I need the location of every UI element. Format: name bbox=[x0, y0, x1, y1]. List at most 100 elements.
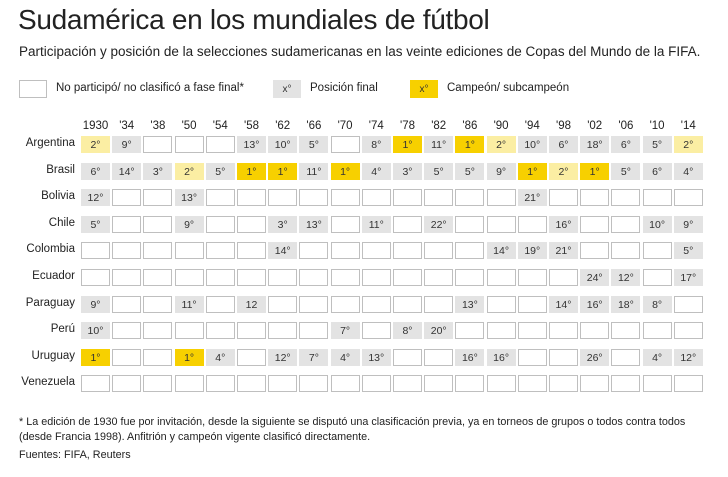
result-cell bbox=[205, 269, 235, 286]
result-cell bbox=[642, 269, 672, 286]
result-cell bbox=[112, 295, 142, 313]
result-cell: 26° bbox=[580, 348, 610, 366]
result-cell: 13° bbox=[361, 348, 391, 366]
result-cell bbox=[642, 322, 672, 340]
result-cell bbox=[455, 322, 485, 340]
result-cell: 6° bbox=[81, 162, 110, 180]
result-cell bbox=[673, 295, 703, 313]
result-cell: 1° bbox=[174, 348, 204, 366]
result-cell: 20° bbox=[424, 322, 454, 340]
result-cell bbox=[268, 295, 298, 313]
result-cell: 18° bbox=[611, 295, 641, 313]
result-cell: 14° bbox=[486, 242, 516, 260]
result-cell: 4° bbox=[673, 162, 703, 180]
legend-swatch-champion: x° bbox=[410, 80, 438, 98]
year-label: '94 bbox=[524, 120, 540, 132]
result-cell bbox=[143, 295, 173, 313]
result-cell: 14° bbox=[549, 295, 578, 313]
result-cell bbox=[611, 348, 641, 366]
result-cell: 2° bbox=[549, 162, 578, 180]
result-cell: 8° bbox=[361, 136, 391, 153]
result-cell bbox=[611, 375, 641, 393]
result-cell bbox=[486, 189, 516, 207]
result-cell: 16° bbox=[549, 215, 578, 233]
result-cell bbox=[143, 348, 173, 366]
result-cell: 9° bbox=[673, 215, 703, 233]
country-label: Bolivia bbox=[41, 190, 75, 203]
result-cell bbox=[330, 295, 360, 313]
result-cell bbox=[549, 375, 578, 393]
result-cell: 10° bbox=[642, 215, 672, 233]
result-cell bbox=[517, 375, 547, 393]
result-cell bbox=[424, 269, 454, 286]
result-cell bbox=[580, 375, 610, 393]
result-cell bbox=[424, 242, 454, 260]
result-cell: 4° bbox=[642, 348, 672, 366]
result-cell bbox=[424, 189, 454, 207]
result-cell: 2° bbox=[673, 136, 703, 153]
result-cell bbox=[205, 322, 235, 340]
year-label: '54 bbox=[212, 120, 228, 132]
result-cell bbox=[455, 215, 485, 233]
year-label: '34 bbox=[119, 120, 135, 132]
result-cell bbox=[174, 269, 204, 286]
result-cell bbox=[237, 242, 266, 260]
result-cell bbox=[237, 189, 266, 207]
result-cell bbox=[112, 375, 142, 393]
result-cell: 8° bbox=[642, 295, 672, 313]
result-cell: 1° bbox=[393, 136, 422, 153]
result-cell: 18° bbox=[580, 136, 610, 153]
country-label: Venezuela bbox=[21, 376, 75, 389]
result-cell bbox=[143, 215, 173, 233]
result-cell: 5° bbox=[81, 215, 110, 233]
result-cell: 8° bbox=[393, 322, 422, 340]
page-subtitle: Participación y posición de la seleccion… bbox=[19, 44, 701, 59]
result-cell bbox=[81, 375, 110, 393]
year-label: '70 bbox=[337, 120, 353, 132]
result-cell: 6° bbox=[549, 136, 578, 153]
result-cell bbox=[143, 269, 173, 286]
result-cell bbox=[299, 322, 329, 340]
result-cell: 13° bbox=[237, 136, 266, 153]
result-cell bbox=[393, 295, 422, 313]
result-cell bbox=[174, 242, 204, 260]
result-cell bbox=[580, 189, 610, 207]
result-cell: 9° bbox=[174, 215, 204, 233]
result-cell: 13° bbox=[174, 189, 204, 207]
result-cell: 21° bbox=[549, 242, 578, 260]
result-cell: 19° bbox=[517, 242, 547, 260]
result-cell: 5° bbox=[673, 242, 703, 260]
result-cell bbox=[237, 375, 266, 393]
result-cell: 21° bbox=[517, 189, 547, 207]
result-cell bbox=[642, 242, 672, 260]
result-cell: 12° bbox=[673, 348, 703, 366]
result-cell: 4° bbox=[361, 162, 391, 180]
result-cell: 10° bbox=[81, 322, 110, 340]
result-cell bbox=[549, 189, 578, 207]
result-cell bbox=[268, 322, 298, 340]
country-label: Chile bbox=[48, 216, 75, 229]
result-cell: 11° bbox=[361, 215, 391, 233]
result-cell bbox=[486, 295, 516, 313]
result-cell: 5° bbox=[299, 136, 329, 153]
result-cell: 11° bbox=[174, 295, 204, 313]
result-cell: 5° bbox=[424, 162, 454, 180]
result-cell bbox=[205, 189, 235, 207]
result-cell: 6° bbox=[642, 162, 672, 180]
result-cell bbox=[174, 322, 204, 340]
year-label: '66 bbox=[306, 120, 322, 132]
result-cell bbox=[517, 215, 547, 233]
result-cell: 9° bbox=[81, 295, 110, 313]
result-cell bbox=[112, 242, 142, 260]
legend-label-position: Posición final bbox=[310, 82, 378, 94]
result-cell: 12° bbox=[268, 348, 298, 366]
result-cell bbox=[361, 269, 391, 286]
result-cell: 11° bbox=[299, 162, 329, 180]
result-cell: 1° bbox=[268, 162, 298, 180]
result-cell bbox=[517, 295, 547, 313]
result-cell bbox=[361, 322, 391, 340]
year-label: '98 bbox=[556, 120, 571, 132]
year-label: '82 bbox=[431, 120, 447, 132]
result-cell bbox=[393, 269, 422, 286]
result-cell bbox=[143, 242, 173, 260]
